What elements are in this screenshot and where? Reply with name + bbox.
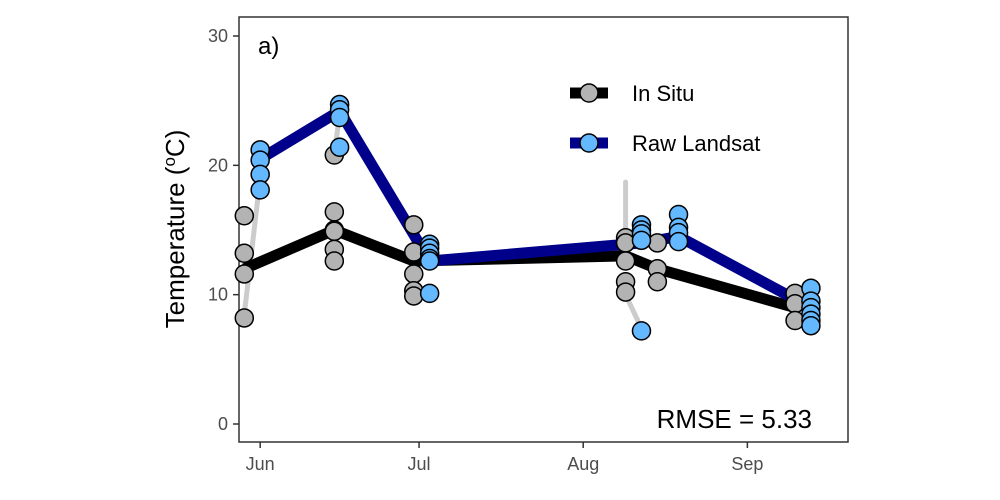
data-point-1	[419, 251, 440, 271]
y-axis-title-text: Temperature (	[160, 166, 190, 328]
y-axis-title-unit: C)	[160, 130, 190, 157]
data-point-0	[615, 233, 636, 253]
data-point-0	[234, 264, 255, 284]
panel-label: a)	[258, 33, 279, 60]
y-tick-label: 20	[208, 155, 228, 175]
data-point-0	[324, 251, 345, 271]
data-point-1	[329, 137, 350, 157]
data-point-0	[785, 293, 805, 314]
data-point-0	[647, 233, 668, 253]
y-tick-label: 10	[208, 285, 228, 305]
x-tick-label: Jun	[246, 454, 275, 474]
data-point-0	[615, 251, 636, 271]
data-point-0	[647, 271, 668, 292]
legend-item-raw-landsat: Raw Landsat	[570, 131, 760, 156]
series-mean-lines	[242, 105, 814, 313]
data-point-0	[234, 206, 255, 226]
x-tick-label: Sep	[731, 454, 763, 474]
data-point-1	[631, 321, 652, 341]
connector-line	[241, 175, 263, 317]
data-point-1	[250, 180, 270, 200]
rmse-annotation: RMSE = 5.33	[657, 404, 812, 434]
data-point-1	[631, 230, 652, 251]
y-tick-label: 0	[218, 414, 228, 434]
data-points	[234, 94, 821, 341]
x-axis: Jun Jul Aug Sep	[246, 442, 763, 474]
data-point-0	[404, 215, 424, 235]
y-axis-title: Temperature (oC)	[160, 130, 190, 329]
data-point-0	[404, 264, 424, 284]
data-point-0	[324, 202, 345, 222]
legend-label-in-situ: In Situ	[632, 81, 694, 106]
x-tick-label: Jul	[408, 454, 431, 474]
data-point-1	[329, 107, 350, 128]
legend: In Situ Raw Landsat	[570, 81, 760, 156]
legend-swatch-raw-landsat-point	[579, 133, 599, 153]
data-point-0	[615, 282, 636, 302]
x-tick-label: Aug	[567, 454, 599, 474]
data-point-1	[801, 315, 821, 336]
y-axis-title-degree: o	[160, 157, 179, 166]
data-point-0	[324, 221, 345, 242]
data-point-0	[234, 243, 255, 264]
data-point-0	[234, 308, 255, 328]
y-tick-label: 30	[208, 26, 228, 46]
data-point-1	[668, 231, 689, 252]
data-point-1	[419, 283, 440, 304]
legend-item-in-situ: In Situ	[570, 81, 694, 106]
legend-label-raw-landsat: Raw Landsat	[632, 131, 760, 156]
series-line-1	[257, 105, 814, 313]
data-point-0	[404, 286, 424, 306]
legend-swatch-in-situ-point	[579, 83, 599, 103]
y-axis: 0 10 20 30	[208, 26, 239, 434]
